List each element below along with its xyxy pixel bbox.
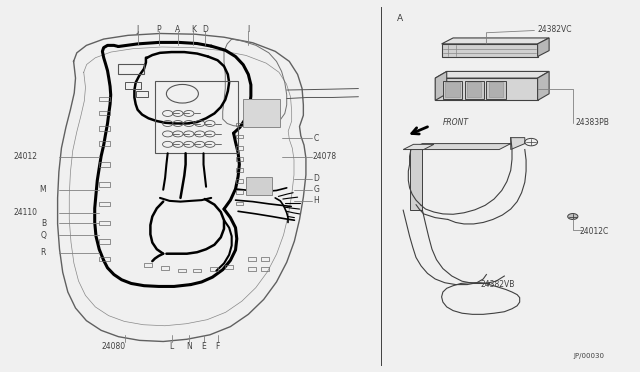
Bar [236, 168, 243, 172]
Text: D: D [314, 174, 319, 183]
Bar [261, 257, 269, 261]
Bar [99, 162, 110, 167]
Bar [99, 111, 110, 115]
Text: FRONT: FRONT [443, 118, 469, 126]
Bar [99, 182, 110, 187]
Bar [236, 179, 243, 183]
Text: R: R [41, 248, 46, 257]
Polygon shape [538, 71, 549, 100]
Text: 24080: 24080 [102, 342, 126, 351]
Text: 24012C: 24012C [579, 227, 609, 236]
Bar [225, 265, 233, 269]
Bar [486, 81, 506, 99]
Text: 24382VB: 24382VB [481, 280, 515, 289]
Bar [99, 257, 110, 261]
Text: 24078: 24078 [312, 153, 337, 161]
Bar [465, 81, 484, 99]
Text: 24382VC: 24382VC [538, 25, 572, 34]
Bar [445, 82, 460, 97]
Text: J: J [136, 25, 139, 33]
Bar [161, 266, 169, 270]
Bar [236, 123, 243, 126]
Text: E: E [201, 342, 206, 351]
Text: 24012: 24012 [13, 153, 37, 161]
Polygon shape [403, 144, 434, 150]
Text: F: F [216, 342, 220, 351]
Polygon shape [442, 44, 538, 57]
Bar [99, 202, 110, 206]
Bar [246, 177, 272, 195]
Text: K: K [191, 25, 196, 33]
Bar [236, 146, 243, 150]
Polygon shape [538, 38, 549, 57]
Bar [489, 82, 503, 97]
Polygon shape [435, 71, 447, 100]
Bar [99, 141, 110, 146]
Bar [261, 267, 269, 271]
Text: 24110: 24110 [13, 208, 37, 217]
Bar [467, 82, 481, 97]
Bar [236, 157, 243, 161]
Text: M: M [40, 185, 46, 194]
Bar [99, 126, 110, 131]
Text: I: I [247, 25, 250, 33]
Bar [193, 269, 201, 272]
Text: P: P [156, 25, 161, 33]
Polygon shape [435, 78, 538, 100]
Bar [178, 269, 186, 272]
Text: D: D [202, 25, 208, 33]
Bar [99, 239, 110, 244]
Text: 24383PB: 24383PB [576, 118, 610, 126]
Bar [236, 135, 243, 138]
Polygon shape [435, 71, 549, 78]
Polygon shape [411, 138, 525, 150]
Text: Q: Q [40, 231, 46, 240]
Bar [99, 221, 110, 225]
Text: A: A [397, 14, 403, 23]
Bar [443, 81, 462, 99]
Bar [236, 190, 243, 194]
Bar [236, 202, 243, 205]
Bar [248, 267, 256, 271]
Bar [210, 267, 218, 271]
Text: B: B [41, 219, 46, 228]
Text: JP/00030: JP/00030 [574, 353, 605, 359]
Bar [248, 257, 256, 261]
Bar [155, 81, 238, 153]
Bar [118, 64, 144, 74]
Bar [136, 91, 148, 97]
Bar [144, 263, 152, 267]
Text: A: A [175, 25, 180, 33]
Text: N: N [186, 342, 191, 351]
Bar [243, 99, 280, 127]
Text: C: C [314, 134, 319, 143]
Bar [125, 82, 141, 89]
Text: H: H [314, 196, 319, 205]
Text: G: G [314, 185, 319, 194]
Bar [99, 97, 110, 101]
Text: L: L [170, 342, 173, 351]
Polygon shape [442, 38, 549, 44]
Polygon shape [410, 149, 422, 210]
Circle shape [568, 214, 578, 219]
